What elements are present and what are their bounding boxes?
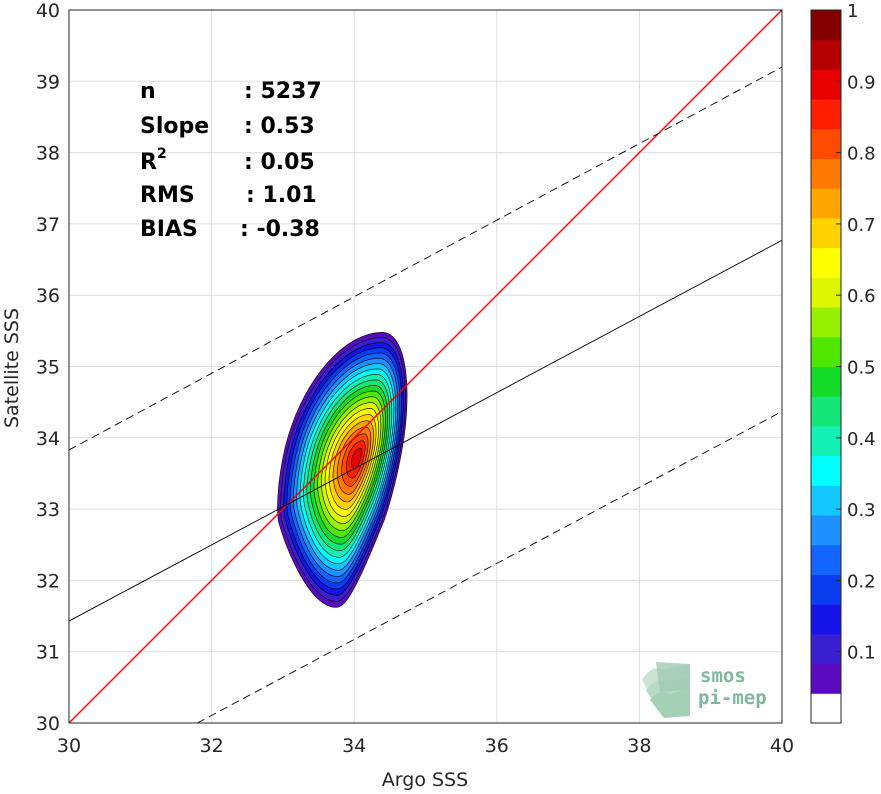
- x-tick-label: 36: [485, 735, 509, 757]
- density-contours: [277, 331, 408, 608]
- y-tick-label: 36: [36, 285, 60, 307]
- colorbar-tick-label: 0.3: [847, 500, 876, 521]
- colorbar-segment: [811, 396, 841, 427]
- colorbar-segment: [811, 455, 841, 486]
- one-to-one-line: [69, 10, 782, 723]
- colorbar-tick-label: 0.1: [847, 643, 876, 664]
- colorbar-tick-label: 0.4: [847, 429, 876, 450]
- y-tick-label: 37: [36, 214, 60, 236]
- stat-value: : 1.01: [246, 183, 317, 208]
- colorbar-segment: [811, 633, 841, 665]
- stat-label: BIAS: [140, 217, 198, 242]
- y-tick-label: 38: [36, 143, 60, 165]
- x-tick-label: 32: [200, 735, 224, 757]
- y-axis-label: Satellite SSS: [1, 308, 23, 428]
- stat-label: Slope: [140, 114, 209, 139]
- colorbar-segment: [811, 277, 841, 308]
- stat-label: n: [140, 79, 156, 104]
- colorbar-segment: [811, 217, 841, 249]
- colorbar-tick-label: 0.7: [847, 215, 876, 236]
- colorbar-segment: [811, 544, 841, 575]
- y-tick-label: 40: [36, 0, 60, 22]
- y-tick-label: 35: [36, 357, 60, 379]
- logo-waves-icon: [642, 662, 690, 718]
- x-tick-labels: 30 32 34 36 38 40: [57, 735, 794, 757]
- colorbar-segment: [811, 188, 841, 219]
- x-tick-label: 34: [342, 735, 366, 757]
- colorbar-segment: [811, 39, 841, 70]
- colorbar-segment: [811, 158, 841, 189]
- stat-value: : -0.38: [240, 217, 320, 242]
- colorbar-segment: [811, 425, 841, 457]
- grid-lines: [68, 9, 783, 724]
- colorbar-segment: [811, 99, 841, 130]
- statistics-box: n : 5237 Slope : 0.53 R 2 : 0.05 RMS : 1.01 BIAS:…: [140, 79, 322, 242]
- x-tick-label: 40: [770, 735, 794, 757]
- stat-label: RMS: [140, 183, 195, 208]
- y-tick-labels: 30 31 32 33 34 35 36 37 38 39 40: [36, 0, 60, 735]
- colorbar-segment: [811, 247, 841, 278]
- colorbar-tick-labels: 0.1 0.2 0.3 0.4 0.5 0.6 0.7 0.8 0.9 1: [836, 1, 876, 664]
- stat-label: R: [140, 150, 157, 175]
- colorbar-segment: [811, 693, 841, 724]
- colorbar-tick-label: 0.8: [847, 144, 876, 165]
- x-axis-label: Argo SSS: [382, 769, 468, 791]
- x-tick-label: 30: [57, 735, 81, 757]
- y-tick-label: 31: [36, 642, 60, 664]
- smos-pi-mep-logo: smos pi-mep: [642, 662, 767, 718]
- colorbar-segment: [811, 307, 841, 338]
- x-tick-label: 38: [627, 735, 651, 757]
- stat-superscript: 2: [157, 146, 167, 162]
- logo-text-smos: smos: [700, 665, 746, 687]
- logo-text-pi-mep: pi-mep: [698, 687, 767, 709]
- regression-line: [69, 239, 782, 622]
- stat-value: : 0.53: [244, 114, 315, 139]
- stat-value: : 5237: [244, 79, 322, 104]
- reference-lines: [69, 10, 782, 723]
- y-tick-label: 39: [36, 71, 60, 93]
- plot-frame: [68, 9, 783, 724]
- y-tick-label: 33: [36, 499, 60, 521]
- colorbar-tick-label: 0.6: [847, 286, 876, 307]
- stat-value: : 0.05: [244, 150, 315, 175]
- colorbar-segment: [811, 10, 841, 41]
- colorbar: [810, 9, 842, 724]
- regression-lower-line: [197, 411, 782, 723]
- colorbar-segment: [811, 604, 841, 635]
- colorbar-segment: [811, 663, 841, 694]
- colorbar-segment: [811, 485, 841, 516]
- colorbar-segment: [811, 69, 841, 100]
- regression-upper-line: [69, 66, 782, 451]
- y-tick-label: 34: [36, 428, 60, 450]
- colorbar-segment: [811, 366, 841, 397]
- colorbar-segment: [811, 574, 841, 605]
- y-tick-label: 32: [36, 570, 60, 592]
- colorbar-tick-label: 1: [847, 1, 858, 22]
- colorbar-tick-label: 0.5: [847, 358, 876, 379]
- colorbar-segment: [811, 128, 841, 160]
- colorbar-tick-label: 0.9: [847, 72, 876, 93]
- y-tick-label: 30: [36, 713, 60, 735]
- colorbar-tick-label: 0.2: [847, 571, 876, 592]
- colorbar-segment: [811, 336, 841, 367]
- colorbar-segment: [811, 515, 841, 546]
